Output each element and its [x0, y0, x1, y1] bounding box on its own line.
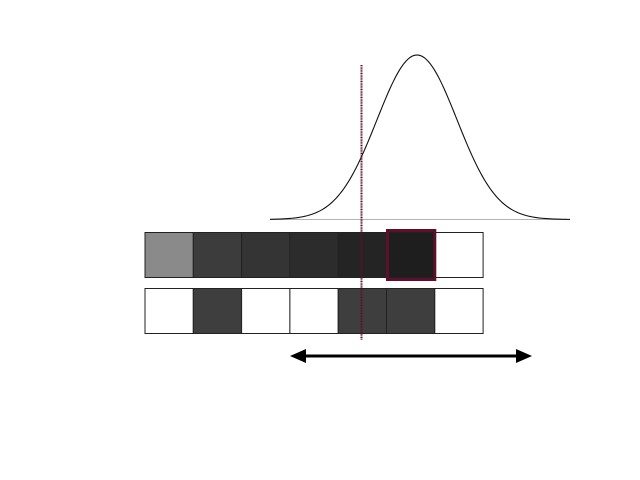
row2-cell: [289, 288, 339, 334]
cell-row-top: [144, 232, 484, 278]
row1-cell: [386, 232, 436, 278]
arrow-head-right: [516, 349, 532, 363]
arrow-head-left: [290, 349, 306, 363]
row2-cell: [144, 288, 194, 334]
row1-cell: [289, 232, 339, 278]
double-headed-arrow-icon: [290, 349, 532, 363]
row2-cell: [386, 288, 436, 334]
row1-cell: [192, 232, 243, 278]
gaussian-curve: [269, 54, 571, 220]
row1-cell: [144, 232, 194, 278]
row2-cell: [434, 288, 484, 334]
cell-row-bottom: [144, 288, 484, 334]
row1-cell: [434, 232, 484, 278]
row2-cell: [241, 288, 291, 334]
highlighted-cell-outline: [386, 229, 437, 281]
row1-cell: [241, 232, 291, 278]
row2-cell: [192, 288, 243, 334]
